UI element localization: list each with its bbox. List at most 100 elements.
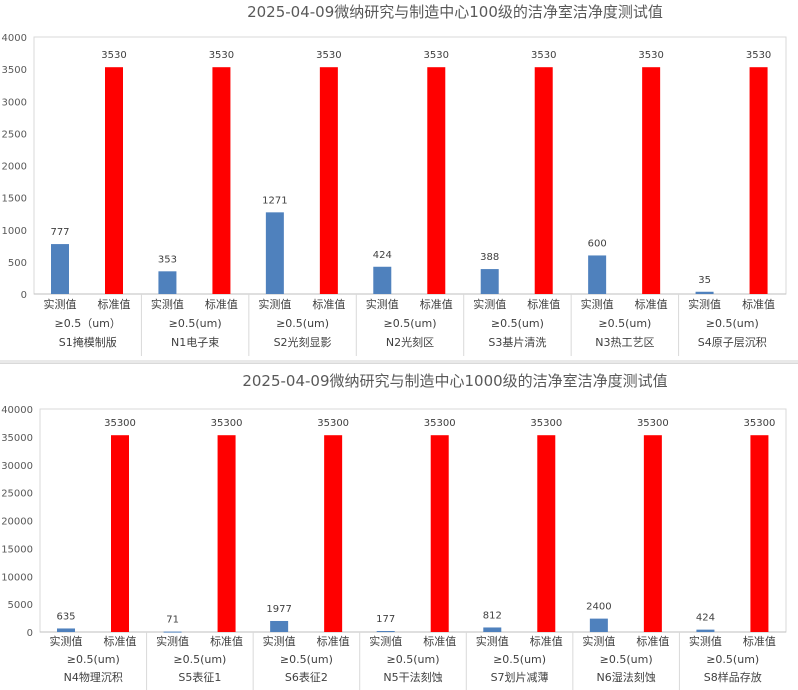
location-label: N5干法刻蚀 [383, 670, 442, 684]
particle-size-label: ≥0.5(um) [491, 317, 544, 330]
particle-size-label: ≥0.5(um) [276, 317, 329, 330]
x-tick-label: 标准值 [210, 634, 243, 648]
x-tick-label: 实测值 [263, 634, 296, 648]
x-tick-label: 实测值 [366, 297, 399, 311]
y-tick-label: 1500 [2, 194, 27, 205]
particle-size-label: ≥0.5(um) [598, 317, 651, 330]
y-tick-label: 3500 [2, 65, 27, 76]
data-label: 177 [376, 614, 395, 625]
x-tick-label: 标准值 [312, 297, 345, 311]
y-tick-label: 500 [8, 258, 27, 269]
particle-size-label: ≥0.5(um) [387, 653, 440, 666]
location-label: S8样品存放 [704, 670, 762, 684]
location-label: N4物理沉积 [64, 670, 123, 684]
data-label: 635 [56, 611, 75, 622]
y-tick-label: 35000 [1, 433, 33, 444]
data-label: 424 [373, 250, 392, 261]
bar-measured [265, 212, 284, 294]
y-tick-label: 20000 [1, 517, 33, 528]
bar-standard [212, 67, 231, 294]
x-tick-label: 实测值 [258, 297, 291, 311]
y-tick-label: 10000 [1, 572, 33, 583]
bar-measured [376, 631, 395, 633]
bar-measured [480, 269, 499, 294]
bar-standard [537, 435, 556, 632]
bar-standard [430, 435, 449, 632]
panel-separator [0, 360, 798, 363]
particle-size-label: ≥0.5(um) [67, 653, 120, 666]
bar-standard [750, 435, 769, 632]
data-label: 3530 [746, 50, 771, 61]
y-tick-label: 0 [21, 290, 27, 301]
y-tick-label: 2000 [2, 162, 27, 173]
data-label: 35300 [744, 418, 776, 429]
data-label: 777 [50, 227, 69, 238]
x-tick-label: 实测值 [44, 297, 77, 311]
location-label: S6表征2 [285, 670, 328, 684]
data-label: 35300 [637, 418, 669, 429]
x-tick-label: 实测值 [476, 634, 509, 648]
y-tick-label: 30000 [1, 461, 33, 472]
data-label: 35300 [424, 418, 456, 429]
bar-measured [483, 627, 502, 632]
y-tick-label: 0 [27, 628, 33, 639]
x-tick-label: 标准值 [527, 297, 560, 311]
x-tick-label: 实测值 [151, 297, 184, 311]
x-tick-label: 标准值 [104, 634, 137, 648]
data-label: 35 [698, 275, 711, 286]
x-tick-label: 标准值 [420, 297, 453, 311]
x-tick-label: 标准值 [743, 634, 776, 648]
data-label: 3530 [209, 50, 234, 61]
bar-measured [270, 620, 289, 632]
x-tick-label: 实测值 [581, 297, 614, 311]
particle-size-label: ≥0.5(um) [169, 317, 222, 330]
location-label: N3热工艺区 [595, 336, 654, 349]
location-label: S2光刻显影 [274, 335, 332, 349]
data-label: 424 [696, 613, 715, 624]
data-label: 3530 [531, 50, 556, 61]
data-label: 3530 [316, 50, 341, 61]
y-tick-label: 3000 [2, 97, 27, 108]
data-label: 353 [158, 254, 177, 265]
bar-standard [642, 67, 661, 294]
bar-standard [643, 435, 662, 632]
x-tick-label: 标准值 [98, 297, 131, 311]
plot-area [33, 36, 787, 295]
bar-measured [158, 271, 177, 294]
bar-measured [696, 629, 715, 632]
x-tick-label: 实测值 [369, 634, 402, 648]
x-tick-label: 标准值 [205, 297, 238, 311]
data-label: 35300 [211, 418, 243, 429]
bar-standard [319, 67, 338, 294]
x-tick-label: 标准值 [636, 634, 669, 648]
location-label: S7划片减薄 [491, 670, 549, 684]
bar-standard [427, 67, 446, 294]
bar-measured [163, 631, 182, 633]
location-label: N6湿法刻蚀 [597, 670, 656, 684]
particle-size-label: ≥0.5(um) [280, 653, 333, 666]
bar-measured [57, 628, 75, 632]
particle-size-label: ≥0.5(um) [493, 653, 546, 666]
y-tick-label: 25000 [1, 489, 33, 500]
chart-panel-class1000: 2025-04-09微纳研究与制造中心1000级的洁净室洁净度测试值 0 5000 1… [0, 363, 798, 690]
x-tick-label: 实测值 [473, 297, 506, 311]
particle-size-label: ≥0.5(um) [384, 317, 437, 330]
chart-title: 2025-04-09微纳研究与制造中心1000级的洁净室洁净度测试值 [242, 372, 667, 390]
data-label: 35300 [530, 418, 562, 429]
x-tick-label: 实测值 [582, 634, 615, 648]
particle-size-label: ≥0.5(um) [706, 317, 759, 330]
data-label: 812 [483, 610, 502, 621]
x-tick-label: 实测值 [689, 634, 722, 648]
data-label: 3530 [424, 50, 449, 61]
particle-size-label: ≥0.5(um) [706, 653, 759, 666]
x-tick-label: 实测值 [50, 634, 83, 648]
chart-panel-class100: 2025-04-09微纳研究与制造中心100级的洁净室洁净度测试值 0 500 100… [0, 3, 798, 361]
data-label: 71 [166, 615, 179, 626]
bar-measured [51, 244, 69, 294]
location-label: S3基片清洗 [488, 336, 546, 349]
location-label: S4原子层沉积 [698, 336, 767, 349]
bar-measured [695, 291, 714, 294]
data-label: 35300 [104, 418, 136, 429]
x-tick-label: 标准值 [635, 297, 668, 311]
x-tick-label: 实测值 [688, 297, 721, 311]
